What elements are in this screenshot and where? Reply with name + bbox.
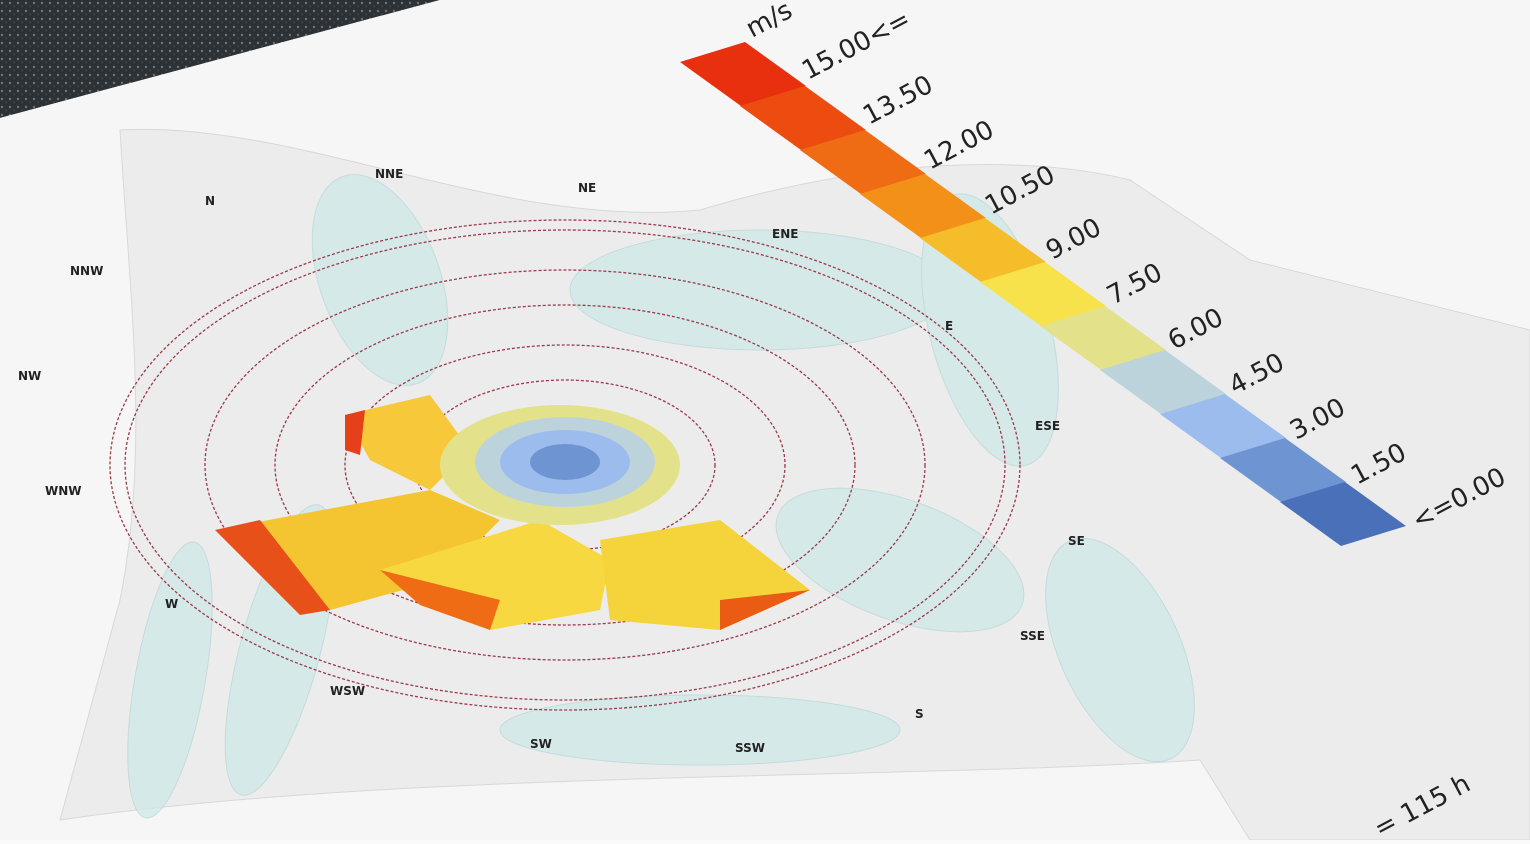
direction-label: NNW (70, 264, 103, 278)
direction-label: NE (578, 181, 596, 195)
direction-label: ENE (772, 227, 798, 241)
direction-label: SW (530, 737, 552, 751)
legend-band (1040, 306, 1166, 370)
direction-label: S (915, 707, 924, 721)
legend-band (980, 262, 1106, 326)
direction-label: WNW (45, 484, 82, 498)
direction-label: SSW (735, 741, 765, 755)
rose-rings (109, 219, 1021, 711)
legend-band (680, 42, 806, 106)
rose-petals (215, 395, 810, 630)
legend-band (920, 218, 1046, 282)
legend-band (740, 86, 866, 150)
legend-band (1100, 350, 1226, 414)
legend-band (1220, 438, 1346, 502)
direction-label: SSE (1020, 629, 1045, 643)
direction-label: WSW (330, 684, 365, 698)
legend-band (800, 130, 926, 194)
direction-label: N (205, 194, 215, 208)
direction-label: E (945, 319, 953, 333)
direction-label: SE (1068, 534, 1085, 548)
legend-band (860, 174, 986, 238)
legend-band (1160, 394, 1286, 458)
direction-labels: N NNE NE ENE E ESE SE SSE S SSW SW WSW W… (18, 167, 1085, 755)
direction-label: NW (18, 369, 41, 383)
direction-label: ESE (1035, 419, 1060, 433)
direction-label: W (165, 597, 178, 611)
legend-band (1280, 482, 1406, 546)
direction-label: NNE (375, 167, 403, 181)
